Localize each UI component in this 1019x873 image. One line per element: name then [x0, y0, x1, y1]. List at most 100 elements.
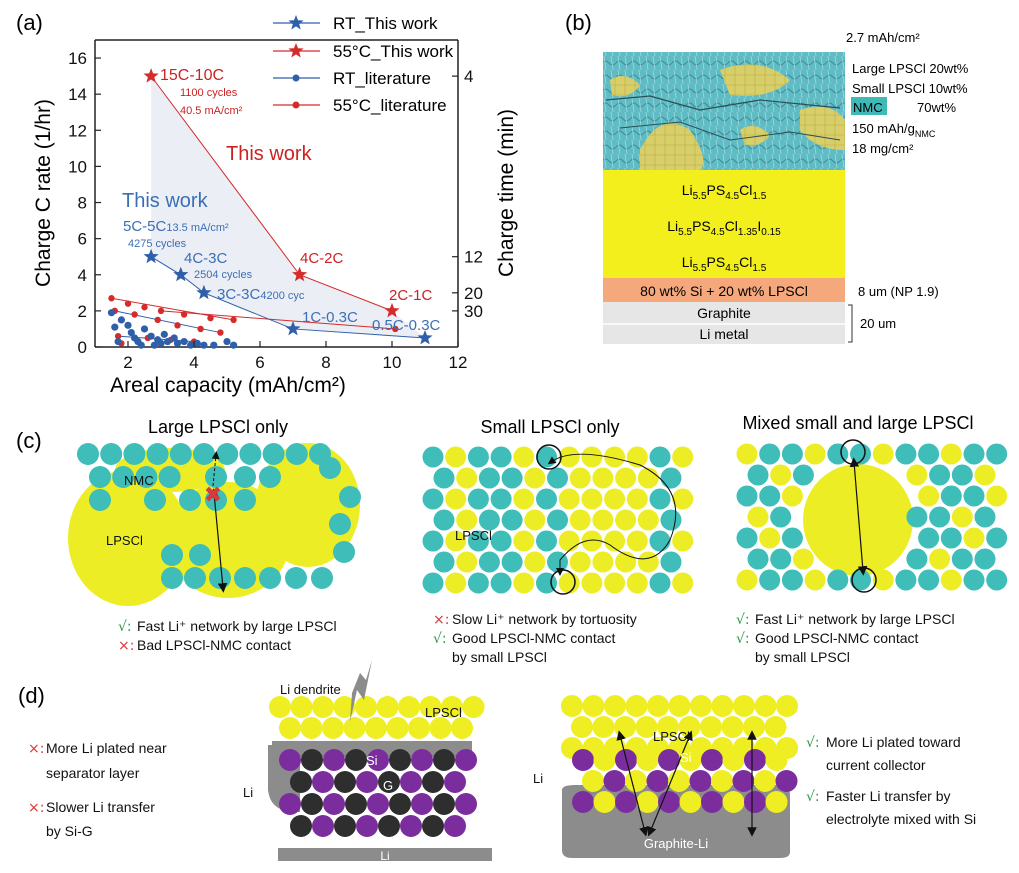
x-tick-label: 6: [255, 353, 264, 372]
si-particle: [775, 770, 798, 792]
si-particle: [323, 793, 345, 815]
small-lpscl-particle: [445, 572, 467, 594]
point-55c-literature: [154, 316, 161, 324]
li-dendrite-icon: [350, 660, 372, 722]
annot-4275-cycles: 4275 cycles: [128, 238, 187, 250]
lpscl-particle: [279, 717, 301, 739]
small-lpscl-particle: [637, 467, 659, 489]
nmc-particle: [660, 551, 682, 573]
lpscl-particle: [290, 696, 313, 718]
nmc-particle: [184, 567, 206, 589]
nmc-particle: [262, 443, 285, 465]
y-tick-label: 6: [78, 230, 87, 249]
lpscl-particle: [733, 695, 755, 717]
small-lpscl-particle: [637, 509, 659, 531]
lpscl-particle: [429, 717, 452, 739]
large-hl: LPSCl: [889, 61, 926, 76]
large-note: Bad LPSCl-NMC contact: [137, 637, 291, 653]
small-lpscl-particle: [604, 530, 626, 552]
graphite-particle: [378, 815, 400, 837]
nmc-particle: [193, 443, 215, 465]
nmc-particle: [974, 548, 996, 570]
small-lpscl-particle: [804, 569, 826, 591]
lpscl-particle: [721, 716, 744, 738]
small-lpscl-particle: [581, 488, 603, 510]
si-particle: [701, 749, 723, 771]
y-tick-label: 4: [78, 266, 87, 285]
legend-rt-this-work: RT_This work: [333, 14, 438, 33]
nmc-particle: [951, 548, 973, 570]
nmc-particle: [759, 485, 781, 507]
graphite-particle: [422, 815, 444, 837]
lpscl-particle: [355, 696, 377, 718]
si-graphite-diagram: Li dendrite LPSCl Si G Li Li: [243, 660, 492, 863]
large-check-icon: √:: [118, 619, 132, 635]
small-lpscl-particle: [513, 446, 535, 468]
nmc-particle: [547, 509, 568, 531]
lpscl-particle: [376, 696, 399, 718]
small-lpscl-particle: [781, 485, 803, 507]
bad-contact-cross-icon: ✖: [204, 483, 222, 508]
mixed-check-icon: √:: [736, 631, 750, 647]
nmc-particle: [259, 567, 281, 589]
nmc-particle: [963, 569, 985, 591]
small-lpscl-particle: [615, 509, 637, 531]
point-rt-literature: [173, 339, 182, 347]
small-lpscl-particle: [513, 530, 535, 552]
lpscl-particle: [593, 749, 616, 771]
point-55c-literature: [131, 311, 138, 318]
annot-3c-3c-sub: 4200 cyc: [260, 290, 305, 302]
graphite-particle: [334, 771, 356, 793]
nmc-particle: [536, 530, 557, 552]
small-lpscl-particle: [770, 464, 792, 486]
small-lpscl-particle: [513, 572, 535, 594]
li-metal-layer: [603, 324, 845, 344]
graphite-thickness: 20 um: [860, 316, 896, 331]
nmc-particle: [285, 567, 307, 589]
small-lpscl-particle: [569, 509, 591, 531]
annot-current-density: 40.5 mA/cm²: [180, 105, 243, 117]
point-rt-literature: [223, 337, 231, 346]
lpscl-particle: [451, 717, 473, 739]
annot-4c-2c: 4C-2C: [300, 250, 344, 267]
point-55c-literature: [108, 295, 115, 302]
nmc-particle: [89, 489, 111, 511]
chart-shaded-region: [151, 76, 425, 338]
annot-1100-cycles: 1100 cycles: [180, 87, 238, 99]
y-tick-label: 10: [68, 157, 87, 176]
nmc-particle: [89, 466, 111, 488]
small-only-title: Small LPSCl only: [480, 417, 619, 437]
small-lpscl-particle: [592, 551, 614, 573]
mixed-note: by small LPSCl: [755, 649, 850, 665]
li-label: Li: [533, 771, 543, 786]
lpscl-particle: [343, 717, 366, 739]
nmc-particle: [906, 548, 928, 570]
y2-axis-label: Charge time (min): [495, 109, 518, 277]
point-rt-literature: [200, 341, 208, 349]
mixed-diagram: [736, 439, 1008, 593]
legend-star-hot-work: [288, 43, 304, 58]
specific-sub: NMC: [915, 129, 936, 139]
point-rt-this-work: [196, 284, 212, 300]
graphite-particle: [345, 749, 367, 771]
small-lpscl-particle: [513, 488, 535, 510]
panel-label-b: (b): [565, 10, 592, 35]
point-rt-literature: [230, 341, 238, 349]
small-note: by small LPSCl: [452, 649, 547, 665]
lpscl-particle: [269, 696, 291, 718]
annot-3c-3c-text: 3C-3C: [217, 286, 261, 303]
separator-layer-1: Li5.5PS4.5Cl1.5: [682, 182, 767, 202]
nmc-particle: [179, 489, 201, 511]
small-lpscl-particle: [963, 527, 985, 549]
point-rt-literature: [164, 337, 172, 346]
nmc-particle: [759, 569, 781, 591]
nmc-particle: [649, 488, 671, 510]
nmc-particle: [422, 572, 444, 594]
small-lpscl-particle: [524, 467, 546, 489]
point-55c-literature: [230, 316, 237, 324]
point-rt-literature: [150, 341, 158, 349]
sem-crack: [619, 121, 841, 141]
legend-star-rt-work: [288, 15, 304, 30]
y-tick-label: 0: [78, 338, 87, 357]
